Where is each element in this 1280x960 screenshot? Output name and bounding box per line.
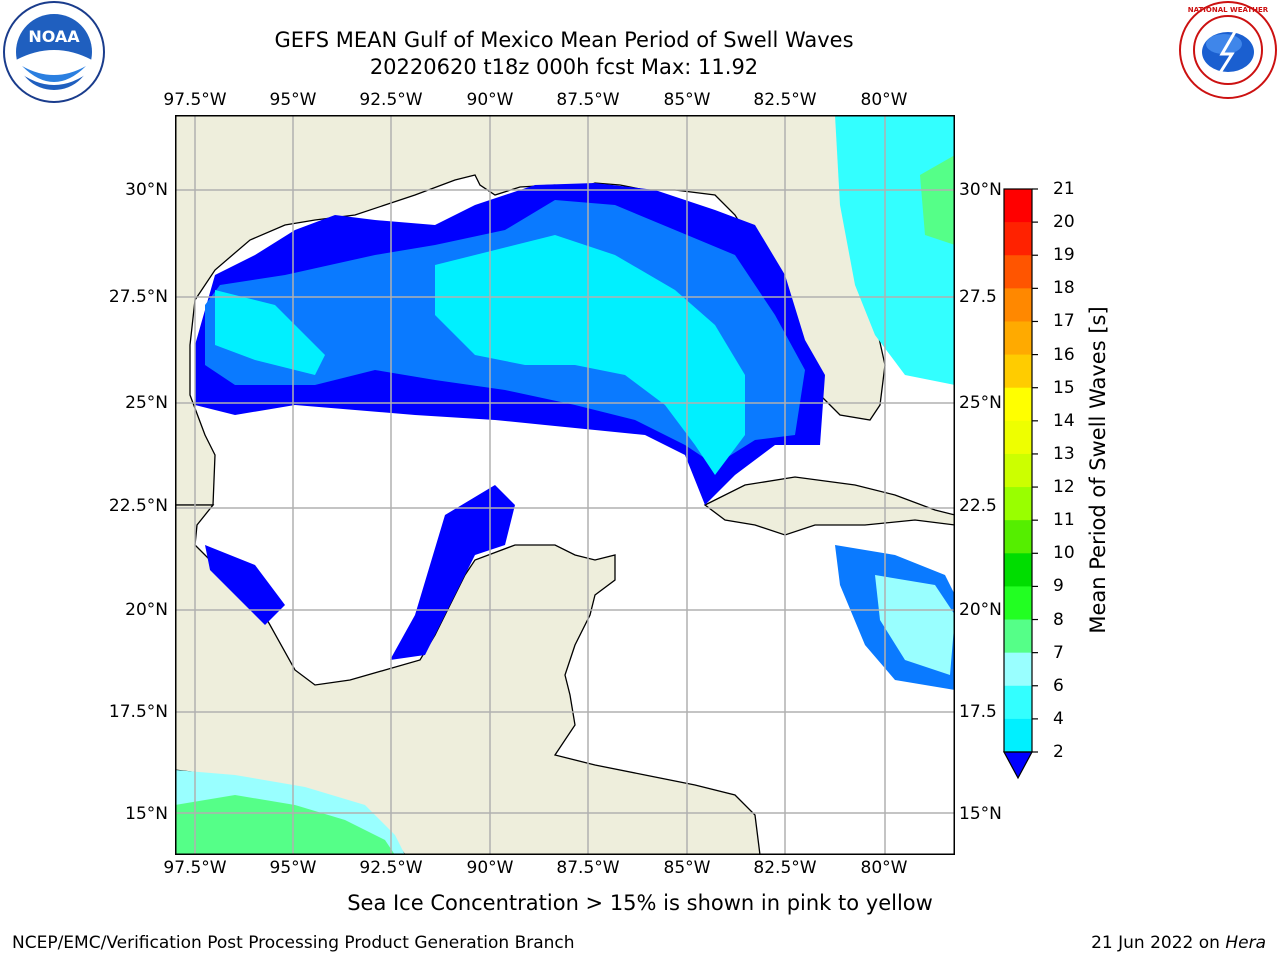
colorbar-tick-label: 9 bbox=[1053, 576, 1064, 597]
lat-label-left: 27.5°N bbox=[108, 287, 168, 307]
swell-band-caribbean-8s bbox=[875, 575, 955, 675]
lon-label-top: 92.5°W bbox=[359, 90, 423, 110]
colorbar-tick-label: 7 bbox=[1053, 642, 1064, 663]
svg-text:NATIONAL WEATHER: NATIONAL WEATHER bbox=[1188, 6, 1269, 14]
chart-subtitle: 20220620 t18z 000h fcst Max: 11.92 bbox=[369, 55, 759, 79]
colorbar-segment bbox=[1004, 619, 1032, 654]
lon-label-bottom: 97.5°W bbox=[163, 858, 227, 878]
swell-band-pacific-9s bbox=[175, 795, 395, 855]
lon-label-top: 90°W bbox=[466, 90, 514, 110]
colorbar-segment bbox=[1004, 321, 1032, 356]
colorbar-tick-label: 17 bbox=[1053, 311, 1075, 332]
colorbar-segment bbox=[1004, 685, 1032, 720]
colorbar-tick-label: 6 bbox=[1053, 675, 1064, 696]
graticule bbox=[175, 115, 955, 855]
lon-label-top: 85°W bbox=[663, 90, 711, 110]
colorbar bbox=[1002, 188, 1038, 780]
colorbar-tick-label: 19 bbox=[1053, 245, 1075, 266]
swell-band-6s bbox=[215, 235, 745, 475]
colorbar-tick-label: 8 bbox=[1053, 609, 1064, 630]
date-line: 21 Jun 2022 on Hera bbox=[1091, 933, 1266, 953]
colorbar-tick-label: 20 bbox=[1053, 212, 1075, 233]
colorbar-tick-label: 12 bbox=[1053, 477, 1075, 498]
colorbar-segment bbox=[1004, 553, 1032, 587]
lat-label-right: 30°N bbox=[959, 180, 1002, 200]
colorbar-tick-label: 13 bbox=[1053, 443, 1075, 464]
nws-logo: NATIONAL WEATHER bbox=[1179, 1, 1277, 99]
colorbar-segment bbox=[1004, 420, 1032, 455]
lon-label-top: 80°W bbox=[860, 90, 908, 110]
swell-field bbox=[175, 115, 955, 855]
lat-label-left: 20°N bbox=[125, 600, 168, 620]
lat-label-right: 25°N bbox=[959, 393, 1002, 413]
lat-label-right: 20°N bbox=[959, 600, 1002, 620]
colorbar-tick-label: 16 bbox=[1053, 344, 1075, 365]
lon-label-bottom: 87.5°W bbox=[556, 858, 620, 878]
colorbar-segment bbox=[1004, 354, 1032, 389]
host-name: Hera bbox=[1225, 933, 1266, 953]
lon-label-top: 87.5°W bbox=[556, 90, 620, 110]
lon-label-top: 95°W bbox=[269, 90, 317, 110]
colorbar-segment bbox=[1004, 288, 1032, 322]
colorbar-tick-label: 21 bbox=[1053, 179, 1075, 199]
swell-band-bay-campeche bbox=[205, 545, 285, 625]
lat-label-right: 22.5 bbox=[959, 496, 997, 516]
colorbar-segment bbox=[1004, 520, 1032, 554]
colorbar-segment bbox=[1004, 453, 1032, 488]
colorbar-tick-label: 10 bbox=[1053, 543, 1075, 564]
lat-label-right: 27.5 bbox=[959, 287, 997, 307]
lon-label-top: 97.5°W bbox=[163, 90, 227, 110]
lon-label-bottom: 95°W bbox=[269, 858, 317, 878]
noaa-logo-text: NOAA bbox=[28, 27, 80, 46]
colorbar-tick-label: 11 bbox=[1053, 510, 1075, 531]
colorbar-extend-triangle bbox=[1002, 751, 1034, 780]
lon-label-top: 82.5°W bbox=[753, 90, 817, 110]
map-panel bbox=[175, 115, 955, 855]
lon-label-bottom: 90°W bbox=[466, 858, 514, 878]
lon-label-bottom: 92.5°W bbox=[359, 858, 423, 878]
sea-ice-note: Sea Ice Concentration > 15% is shown in … bbox=[347, 891, 933, 915]
lon-label-bottom: 85°W bbox=[663, 858, 711, 878]
land-cuba bbox=[703, 476, 955, 536]
lon-label-bottom: 82.5°W bbox=[753, 858, 817, 878]
colorbar-segment bbox=[1004, 652, 1032, 687]
colorbar-tick-label: 18 bbox=[1053, 278, 1075, 299]
lat-label-left: 15°N bbox=[125, 804, 168, 824]
colorbar-segment bbox=[1004, 487, 1032, 521]
lat-label-right: 15°N bbox=[959, 804, 1002, 824]
lat-label-left: 17.5°N bbox=[108, 702, 168, 722]
colorbar-label: Mean Period of Swell Waves [s] bbox=[1086, 306, 1110, 634]
colorbar-segment bbox=[1004, 718, 1032, 753]
chart-title: GEFS MEAN Gulf of Mexico Mean Period of … bbox=[274, 28, 854, 52]
colorbar-tick-label: 4 bbox=[1053, 708, 1064, 729]
colorbar-segment bbox=[1004, 387, 1032, 422]
lat-label-left: 25°N bbox=[125, 393, 168, 413]
noaa-logo: NOAA bbox=[3, 1, 105, 103]
swell-band-eastern-9s bbox=[920, 155, 955, 245]
swell-band-yucatan-west bbox=[390, 485, 515, 660]
lon-label-bottom: 80°W bbox=[860, 858, 908, 878]
colorbar-segment bbox=[1004, 255, 1032, 289]
lat-label-right: 17.5 bbox=[959, 702, 997, 722]
colorbar-tick-label: 14 bbox=[1053, 410, 1075, 431]
colorbar-tick-label: 2 bbox=[1053, 742, 1064, 762]
colorbar-segment bbox=[1004, 222, 1032, 256]
lat-label-left: 30°N bbox=[125, 180, 168, 200]
credit-line: NCEP/EMC/Verification Post Processing Pr… bbox=[12, 933, 575, 953]
colorbar-segment bbox=[1004, 586, 1032, 621]
lat-label-left: 22.5°N bbox=[108, 496, 168, 516]
colorbar-segment bbox=[1004, 189, 1032, 223]
colorbar-tick-label: 15 bbox=[1053, 377, 1075, 398]
land-mexico bbox=[175, 504, 761, 855]
